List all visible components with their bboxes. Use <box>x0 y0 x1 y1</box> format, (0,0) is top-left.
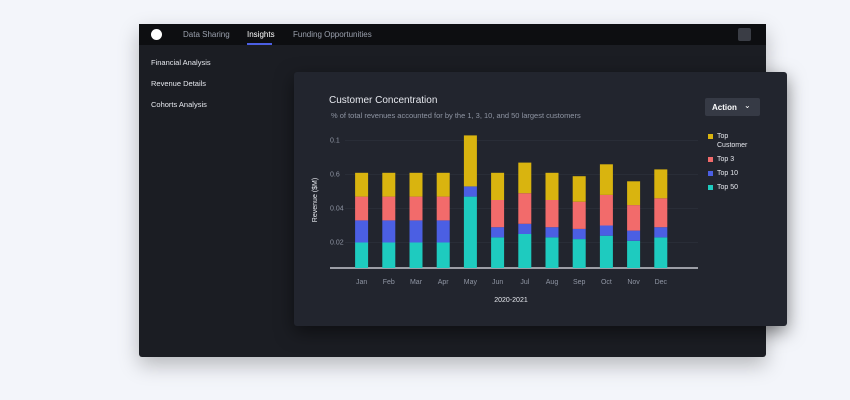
bar-segment <box>627 230 641 241</box>
bar-segment <box>518 162 532 194</box>
action-button[interactable]: Action ⌄ <box>705 98 760 116</box>
x-axis-label: 2020-2021 <box>494 297 528 304</box>
bar-segment <box>436 220 450 243</box>
bar-segment <box>518 193 532 224</box>
legend-entry: Top 10 <box>708 169 757 178</box>
x-tick-label: Jun <box>492 279 503 286</box>
bar-segment <box>382 242 396 268</box>
y-axis-label: Revenue ($M) <box>312 178 319 222</box>
bar-segment <box>463 196 477 268</box>
bar-segment <box>572 201 586 229</box>
legend-swatch <box>708 134 713 139</box>
bar-segment <box>409 172 423 197</box>
bar-segment <box>572 176 586 202</box>
bar-segment <box>409 242 423 268</box>
nav-item[interactable]: Insights <box>247 30 275 39</box>
bar-segment <box>518 223 532 234</box>
nav-item[interactable]: Funding Opportunities <box>293 30 372 39</box>
x-tick-label: Mar <box>410 279 423 286</box>
legend-label: Top 3 <box>717 156 735 163</box>
bar-segment <box>518 234 532 268</box>
legend-swatch <box>708 157 713 162</box>
action-label: Action <box>712 103 737 112</box>
bar-segment <box>436 242 450 268</box>
y-tick-label: 0.1 <box>330 137 340 144</box>
logo[interactable] <box>151 29 162 40</box>
bar-segment <box>545 237 559 268</box>
bar-segment <box>355 220 369 243</box>
bar-segment <box>382 196 396 221</box>
bar-segment <box>382 172 396 197</box>
bar-segment <box>572 239 586 268</box>
sidebar-item[interactable]: Revenue Details <box>151 79 207 88</box>
x-tick-label: Sep <box>573 279 586 286</box>
sidebar-item[interactable]: Cohorts Analysis <box>151 100 207 109</box>
bar-segment <box>355 172 369 197</box>
legend-label: Top Customer <box>717 133 748 149</box>
bar-segment <box>572 228 586 240</box>
bar-segment <box>545 200 559 228</box>
chart-title: Customer Concentration <box>329 95 438 106</box>
legend-label: Top 50 <box>717 184 739 191</box>
y-tick-label: 0.6 <box>330 171 340 178</box>
bar-segment <box>545 172 559 200</box>
bar-segment <box>654 198 668 228</box>
bar-segment <box>599 225 613 236</box>
bar-segment <box>627 240 641 268</box>
bar-segment <box>654 227 668 238</box>
x-tick-label: May <box>464 279 478 286</box>
bar-segment <box>654 237 668 268</box>
bar-segment <box>545 227 559 238</box>
bar-segment <box>491 227 505 238</box>
chart-subtitle: % of total revenues accounted for by the… <box>331 111 581 120</box>
x-tick-label: Oct <box>601 279 612 286</box>
bar-segment <box>491 237 505 268</box>
x-tick-label: Jul <box>520 279 529 286</box>
x-tick-label: Apr <box>438 279 450 286</box>
bar-segment <box>599 194 613 226</box>
y-tick-label: 0.02 <box>330 239 344 246</box>
chevron: ⌄ <box>744 101 751 110</box>
y-tick-label: 0.04 <box>330 205 344 212</box>
nav-underline <box>247 43 272 45</box>
bar-segment <box>382 220 396 243</box>
bar-segment <box>436 172 450 197</box>
bar-segment <box>491 200 505 228</box>
bar-segment <box>627 181 641 206</box>
bar-segment <box>599 235 613 268</box>
bar-segment <box>463 135 477 187</box>
legend-swatch <box>708 185 713 190</box>
x-tick-label: Aug <box>546 279 559 286</box>
x-tick-label: Feb <box>383 279 395 286</box>
bar-segment <box>654 169 668 199</box>
bar-segment <box>409 220 423 243</box>
legend-entry: Top 50 <box>708 183 757 192</box>
close-button[interactable] <box>738 28 751 41</box>
sidebar-item[interactable]: Financial Analysis <box>151 58 211 67</box>
x-tick-label: Jan <box>356 279 367 286</box>
legend-entry: Top Customer <box>708 132 757 150</box>
bar-segment <box>599 164 613 195</box>
bar-segment <box>627 205 641 231</box>
x-tick-label: Dec <box>655 279 668 286</box>
legend-entry: Top 3 <box>708 155 757 164</box>
bar-segment <box>463 186 477 197</box>
bar-segment <box>409 196 423 221</box>
nav-item[interactable]: Data Sharing <box>183 30 230 39</box>
x-tick-label: Nov <box>627 279 640 286</box>
bar-segment <box>355 242 369 268</box>
bar-segment <box>491 172 505 200</box>
legend-swatch <box>708 171 713 176</box>
bar-segment <box>355 196 369 221</box>
chart-panel: Customer Concentration % of total revenu… <box>294 72 787 326</box>
bar-segment <box>436 196 450 221</box>
top-bar: Data Sharing Insights Funding Opportunit… <box>139 24 766 45</box>
legend-label: Top 10 <box>717 170 739 177</box>
